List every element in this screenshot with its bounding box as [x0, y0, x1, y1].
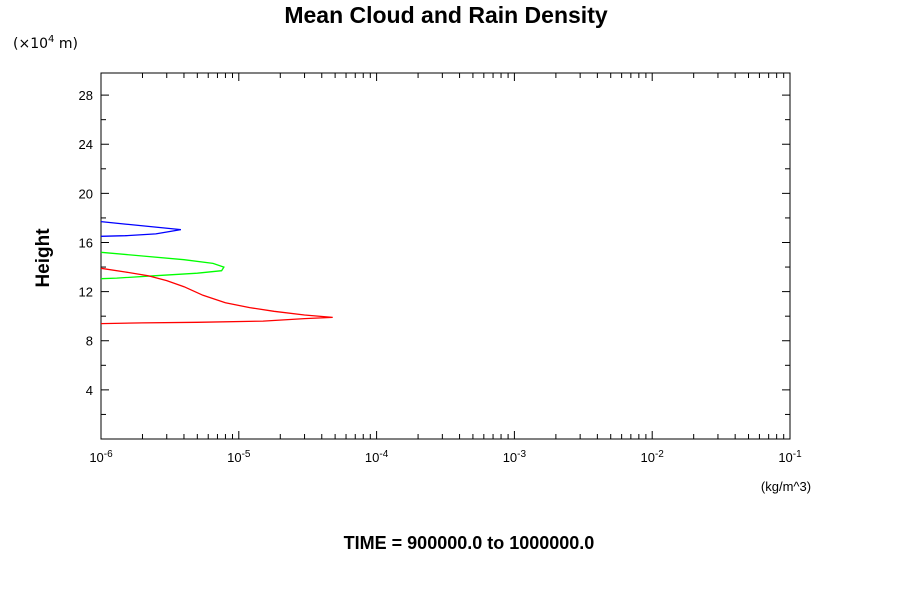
- x-tick-label: 10-5: [227, 449, 251, 465]
- x-tick-label: 10-1: [778, 449, 802, 465]
- y-tick-label: 16: [79, 235, 93, 250]
- y-tick-label: 28: [79, 88, 93, 103]
- y-tick-label: 8: [86, 334, 93, 349]
- y-tick-label: 24: [79, 137, 93, 152]
- x-axis-unit: (kg/m^3): [761, 479, 811, 494]
- y-tick-label: 4: [86, 383, 93, 398]
- x-tick-label: 10-2: [641, 449, 665, 465]
- y-axis-multiplier: (×104 m): [13, 34, 78, 52]
- series-line-2: [100, 251, 225, 280]
- time-range-caption: TIME = 900000.0 to 1000000.0: [344, 533, 595, 553]
- series-line-3: [100, 267, 333, 325]
- y-tick-label: 12: [79, 285, 93, 300]
- x-tick-label: 10-3: [503, 449, 527, 465]
- x-tick-label: 10-6: [89, 449, 113, 465]
- y-tick-label: 20: [79, 186, 93, 201]
- x-tick-label: 10-4: [365, 449, 389, 465]
- y-axis-label: Height: [33, 228, 54, 288]
- series-line-1: [100, 220, 182, 237]
- plot-area-frame: [100, 72, 791, 440]
- chart-title: Mean Cloud and Rain Density: [284, 2, 608, 28]
